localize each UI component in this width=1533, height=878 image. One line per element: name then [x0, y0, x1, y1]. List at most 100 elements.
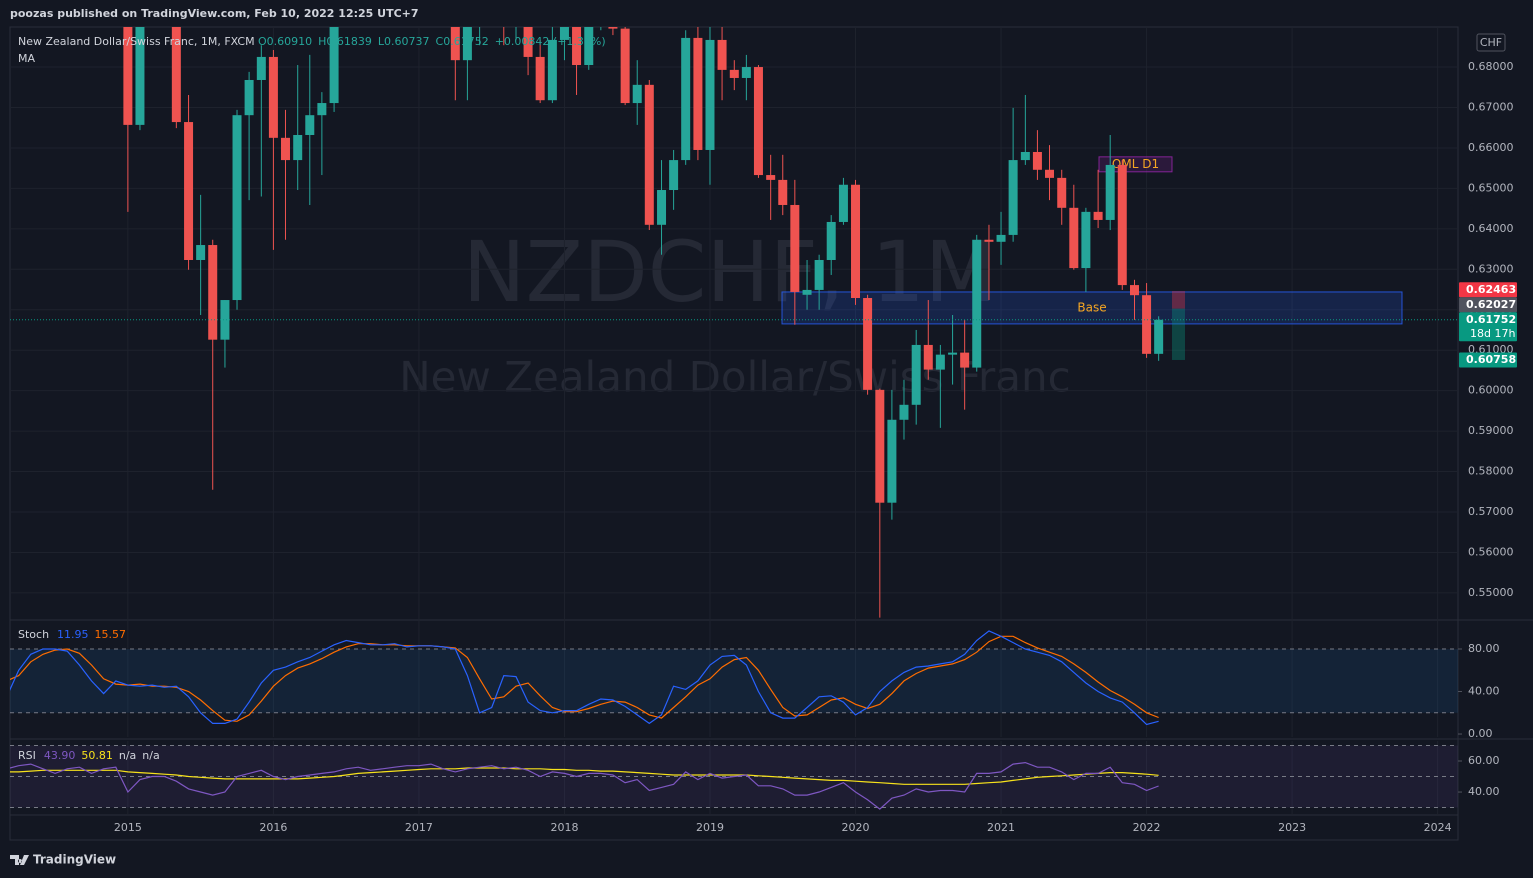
price-countdown: 18d 17h	[1470, 327, 1515, 340]
y-tick-label: 0.59000	[1468, 424, 1514, 437]
y-tick-label: 0.65000	[1468, 181, 1514, 194]
zone-box	[1098, 156, 1173, 173]
brand-logo[interactable]: TradingView	[10, 853, 116, 867]
candle-body	[171, 27, 181, 123]
y-tick-label: 0.00	[1468, 727, 1493, 740]
candle-body	[802, 289, 812, 295]
candle-body	[838, 184, 848, 222]
candle-body	[972, 239, 982, 368]
y-tick-label: 40.00	[1468, 785, 1500, 798]
price-label: 0.62027	[1466, 298, 1516, 311]
candle-body	[948, 352, 958, 355]
indicator-line	[10, 767, 1159, 785]
x-tick-label: 2015	[114, 821, 142, 834]
candle-body	[1081, 211, 1091, 269]
candle-body	[208, 245, 218, 340]
zone-box	[781, 291, 1403, 325]
candle-body	[608, 27, 618, 29]
ma-legend[interactable]: MA	[18, 52, 35, 65]
candle-body	[1142, 295, 1152, 354]
price-label-box	[1459, 312, 1517, 342]
axes: 2015 2016 2017 2018 2019 2020 2021 2022 2023 2024…	[114, 60, 1517, 834]
currency-label[interactable]: CHF	[1480, 36, 1502, 49]
candle-body	[814, 259, 824, 290]
watermark: NZDCHF, 1M New Zealand Dollar/Swiss Franc	[399, 223, 1071, 402]
candle-body	[1069, 207, 1079, 269]
candle-body	[984, 239, 994, 242]
x-tick-label: 2021	[987, 821, 1015, 834]
candle-body	[450, 27, 460, 61]
candle-body	[644, 84, 654, 225]
indicator-value: 43.90	[44, 749, 76, 762]
x-tick-label: 2018	[550, 821, 578, 834]
candle-body	[535, 56, 545, 101]
ohlc-value: O0.60910	[258, 35, 312, 48]
candle-body	[232, 115, 242, 301]
candle-body	[960, 352, 970, 368]
candle-body	[911, 344, 921, 405]
candle-body	[826, 221, 836, 260]
watermark-symbol: NZDCHF, 1M	[463, 223, 998, 321]
candle-body	[717, 39, 727, 70]
y-tick-label: 0.55000	[1468, 586, 1514, 599]
y-tick-label: 0.60000	[1468, 384, 1514, 397]
candle-body	[875, 389, 885, 503]
indicator-value: n/a	[142, 749, 159, 762]
indicator-value: 15.57	[95, 628, 127, 641]
position-risk	[1172, 291, 1185, 309]
candle-body	[887, 419, 897, 503]
candle-body	[681, 37, 691, 161]
indicator-value: 11.95	[57, 628, 89, 641]
position-reward	[1172, 308, 1185, 360]
price-label: 0.62463	[1466, 283, 1516, 296]
ohlc-value: H0.61839	[318, 35, 372, 48]
x-tick-label: 2020	[842, 821, 870, 834]
candle-body	[923, 344, 933, 370]
y-tick-label: 0.67000	[1468, 100, 1514, 113]
candle-body	[741, 67, 751, 78]
candle-body	[462, 27, 472, 61]
indicator-title: Stoch	[18, 628, 49, 641]
ohlc-value: L0.60737	[378, 35, 430, 48]
ohlc-legend: O0.60910 H0.61839 L0.60737 C0.61752 +0.00842…	[258, 35, 606, 48]
candle-body	[851, 184, 861, 299]
y-tick-label: 0.58000	[1468, 465, 1514, 478]
candle-body	[935, 354, 945, 370]
candle-body	[1008, 160, 1018, 235]
indicator-legends: Stoch 11.95 15.57 RSI 43.90 50.81 n/a n/a	[18, 628, 160, 762]
chart-frame	[9, 26, 1459, 841]
y-tick-label: 0.56000	[1468, 545, 1514, 558]
candle-body	[669, 160, 679, 191]
candle-body	[305, 115, 315, 136]
x-tick-label: 2017	[405, 821, 433, 834]
x-tick-label: 2019	[696, 821, 724, 834]
candle-body	[693, 37, 703, 150]
y-tick-label: 0.57000	[1468, 505, 1514, 518]
price-label-box	[1459, 352, 1517, 368]
candle-body	[657, 190, 667, 225]
candle-body	[1093, 211, 1103, 220]
candle-body	[620, 28, 630, 104]
indicator-line	[10, 630, 1159, 726]
candle-body	[778, 179, 788, 205]
indicator-band	[10, 649, 1458, 713]
candle-body	[547, 39, 557, 101]
price-label-box	[1459, 297, 1517, 313]
currency-button[interactable]	[1476, 33, 1506, 52]
zone-label: Base	[1077, 300, 1106, 314]
candle-body	[220, 300, 230, 340]
price-label: 0.60758	[1466, 353, 1516, 366]
x-tick-label: 2016	[259, 821, 287, 834]
candle-body	[899, 404, 909, 420]
indicator-line	[10, 635, 1159, 722]
brand-icon	[10, 855, 29, 865]
y-tick-label: 0.66000	[1468, 141, 1514, 154]
candle-body	[1105, 164, 1115, 220]
x-tick-label: 2023	[1278, 821, 1306, 834]
candle-body	[559, 27, 569, 40]
candle-body	[329, 27, 339, 104]
candle-body	[1045, 169, 1055, 178]
indicator-line	[10, 761, 1159, 810]
